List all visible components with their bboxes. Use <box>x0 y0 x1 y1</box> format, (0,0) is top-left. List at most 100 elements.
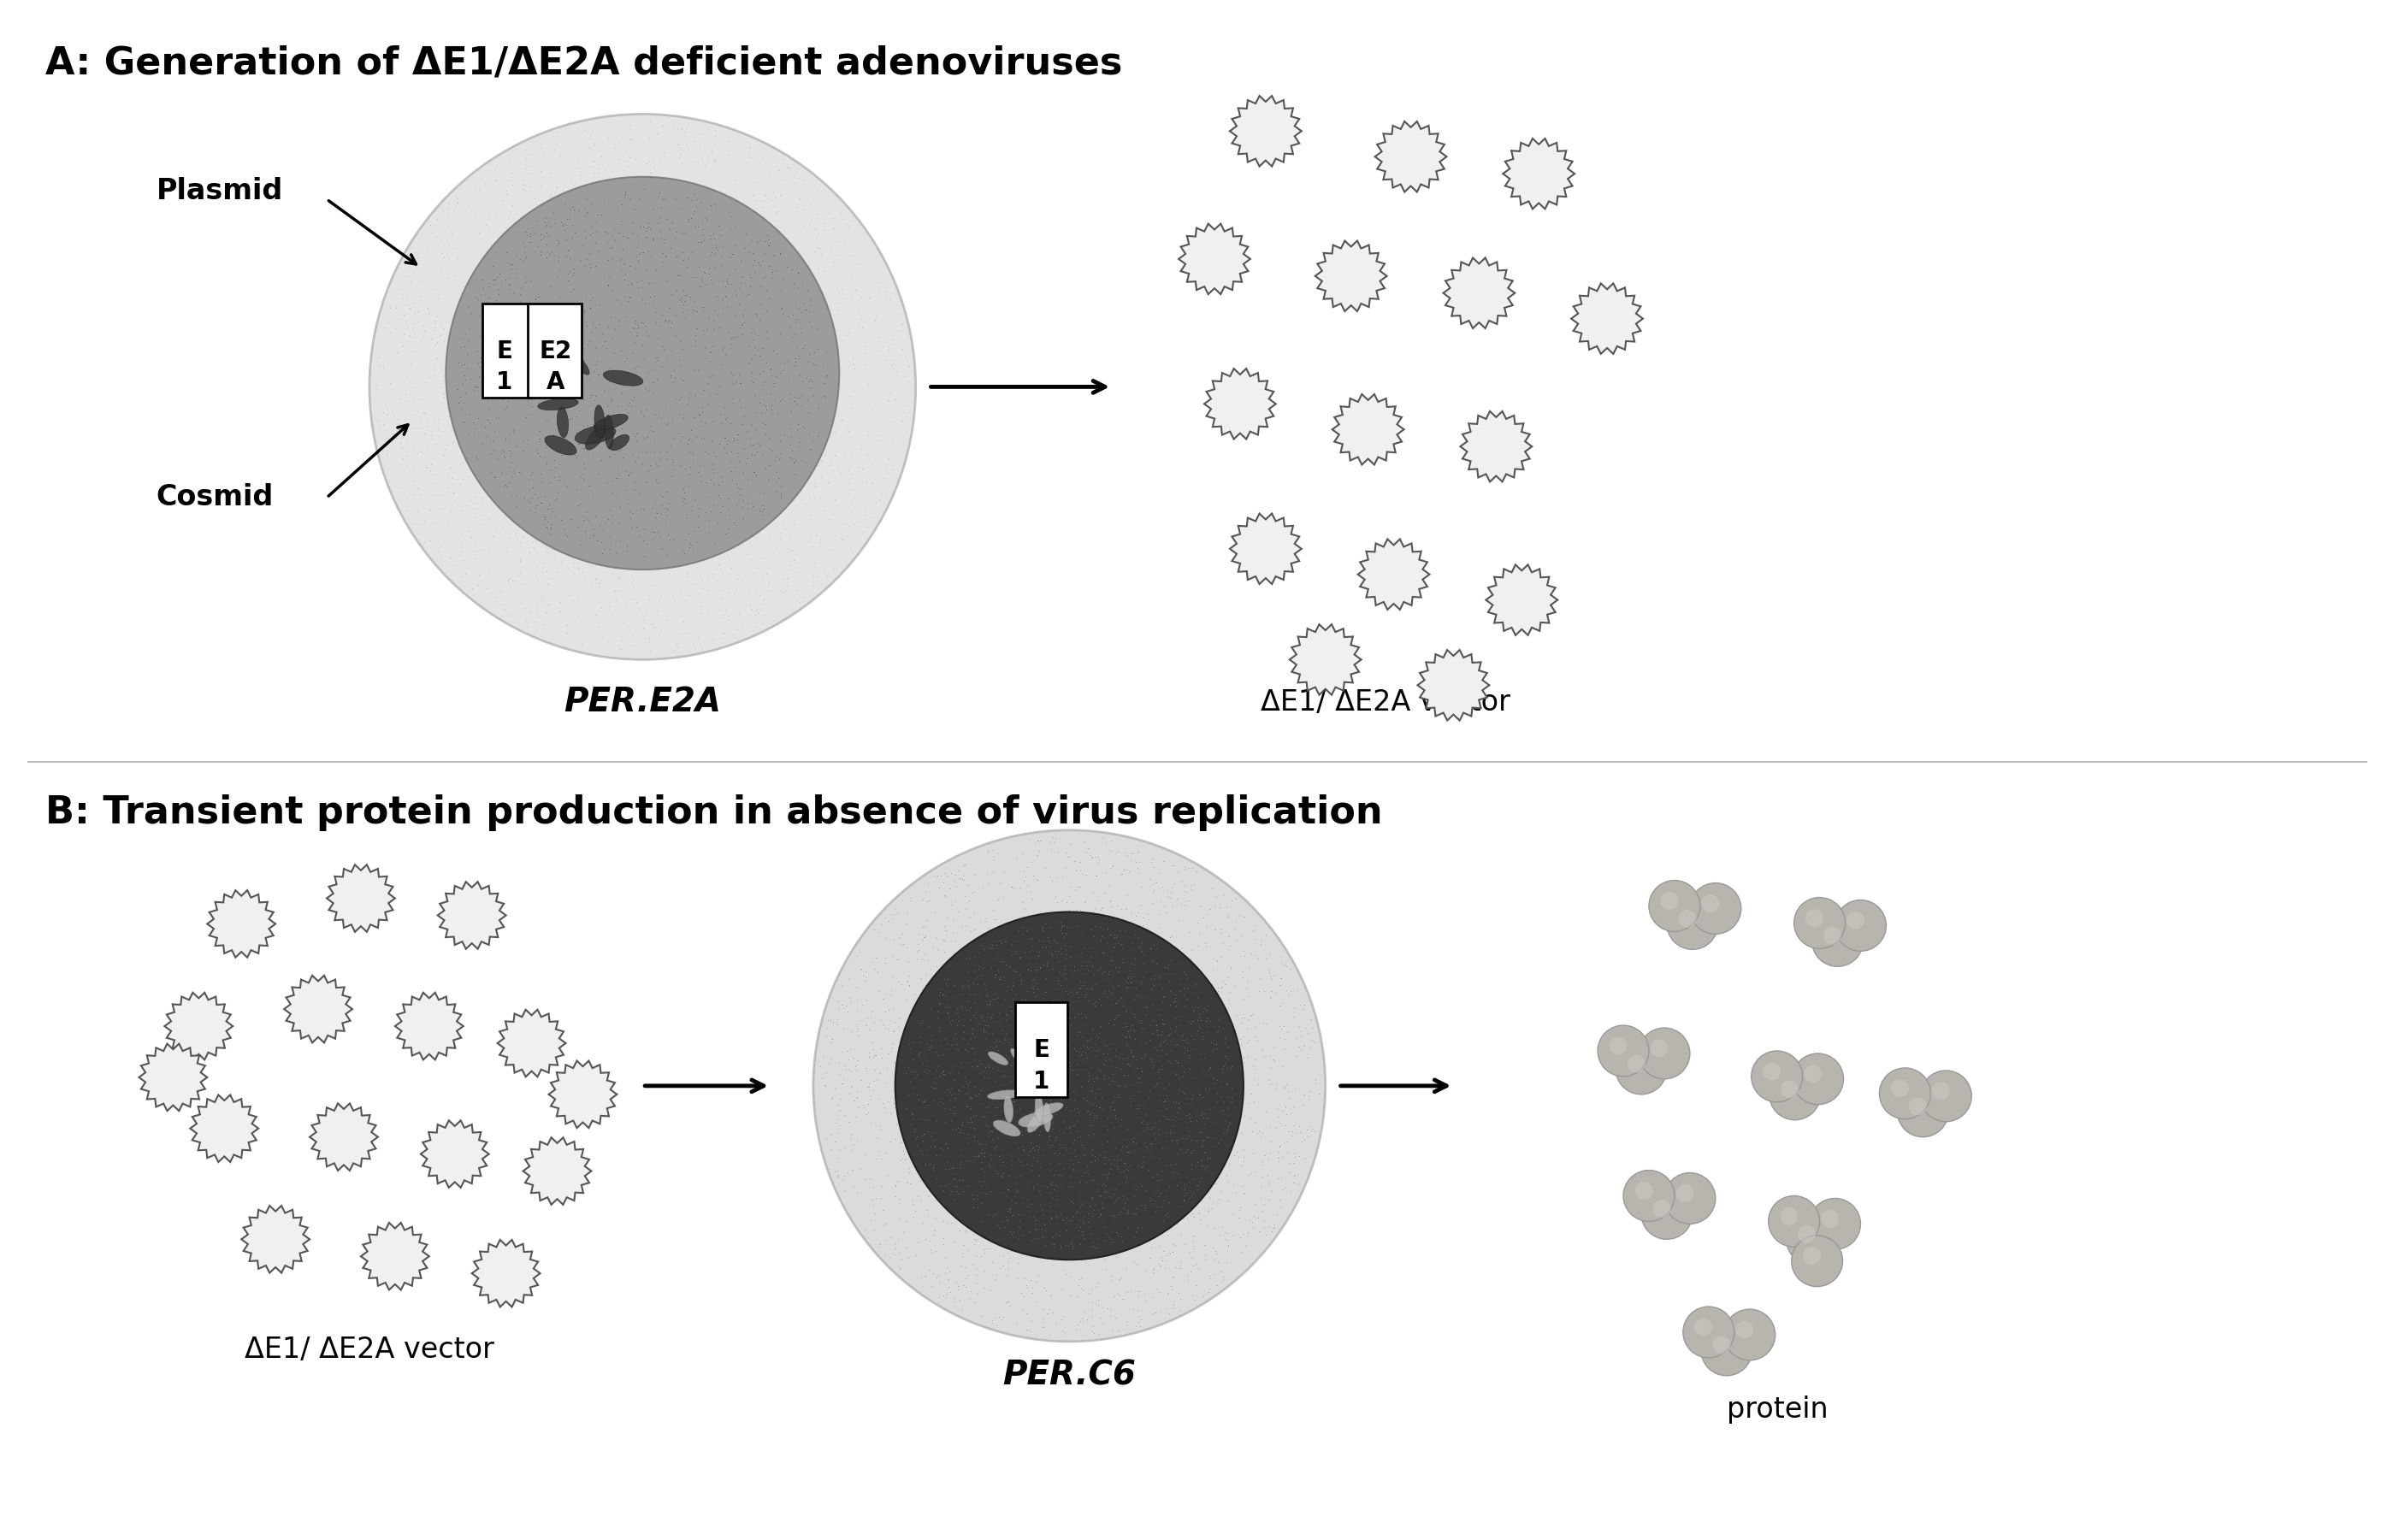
Point <box>660 140 698 165</box>
Point <box>1077 942 1116 967</box>
Point <box>1089 1297 1128 1321</box>
Point <box>950 975 988 999</box>
Point <box>691 508 729 533</box>
Point <box>804 554 842 579</box>
Point <box>969 1055 1008 1080</box>
Polygon shape <box>360 1223 429 1291</box>
Point <box>1051 979 1089 1004</box>
Point <box>1204 1053 1243 1078</box>
Point <box>938 964 976 989</box>
Point <box>945 1090 984 1115</box>
Point <box>713 439 751 464</box>
Point <box>513 231 552 256</box>
Point <box>729 291 768 316</box>
Point <box>641 145 679 169</box>
Point <box>653 337 691 362</box>
Point <box>993 981 1032 1006</box>
Point <box>590 183 629 208</box>
Point <box>801 448 840 473</box>
Point <box>1106 1024 1144 1049</box>
Point <box>931 1107 969 1132</box>
Point <box>1190 1076 1228 1101</box>
Point <box>1223 1049 1262 1073</box>
Point <box>583 541 621 565</box>
Point <box>916 1098 955 1123</box>
Point <box>852 1083 890 1107</box>
Point <box>509 179 547 203</box>
Point <box>780 436 818 460</box>
Point <box>468 396 506 420</box>
Point <box>393 447 432 471</box>
Point <box>458 396 497 420</box>
Point <box>952 1183 991 1207</box>
Point <box>835 1053 873 1078</box>
Point <box>1137 1012 1176 1036</box>
Point <box>602 424 641 448</box>
Point <box>453 431 492 456</box>
Point <box>744 209 782 234</box>
Point <box>1211 1018 1250 1043</box>
Point <box>665 263 703 288</box>
Point <box>590 497 629 522</box>
Point <box>1048 1090 1087 1115</box>
Point <box>991 1098 1029 1123</box>
Point <box>1152 962 1190 987</box>
Point <box>741 308 780 333</box>
Point <box>1041 906 1080 930</box>
Point <box>880 1147 919 1172</box>
Point <box>1113 952 1152 976</box>
Point <box>463 431 501 456</box>
Point <box>787 519 825 544</box>
Point <box>1116 1224 1154 1249</box>
Point <box>1060 1187 1099 1212</box>
Point <box>972 1278 1010 1303</box>
Point <box>1032 1086 1070 1110</box>
Point <box>1116 1004 1154 1029</box>
Point <box>1108 1215 1147 1240</box>
Point <box>1084 1066 1123 1090</box>
Point <box>1041 1224 1080 1249</box>
Point <box>595 189 633 214</box>
Point <box>1065 984 1104 1009</box>
Point <box>727 311 765 336</box>
Point <box>446 393 485 417</box>
Point <box>1058 981 1096 1006</box>
Point <box>1068 1243 1106 1267</box>
Point <box>521 419 559 444</box>
Point <box>681 266 720 291</box>
Point <box>1075 1234 1113 1258</box>
Point <box>763 581 801 605</box>
Point <box>425 363 463 388</box>
Point <box>859 422 897 447</box>
Point <box>569 200 607 225</box>
Point <box>667 171 705 196</box>
Point <box>964 1104 1003 1129</box>
Point <box>669 621 708 645</box>
Point <box>948 1030 986 1055</box>
Point <box>847 1143 885 1167</box>
Point <box>559 431 597 456</box>
Point <box>693 625 732 650</box>
Point <box>722 240 760 265</box>
Point <box>1173 1013 1211 1038</box>
Point <box>964 1169 1003 1194</box>
Point <box>962 933 1000 958</box>
Point <box>679 356 717 380</box>
Point <box>976 1083 1015 1107</box>
Point <box>818 1107 856 1132</box>
Point <box>585 192 624 217</box>
Point <box>1161 1254 1200 1278</box>
Point <box>475 268 513 293</box>
Point <box>1003 1063 1041 1087</box>
Point <box>1149 1083 1188 1107</box>
Point <box>1250 1141 1288 1166</box>
Point <box>1190 1049 1228 1073</box>
Point <box>940 1118 979 1143</box>
Point <box>530 593 569 618</box>
Point <box>777 159 816 183</box>
Point <box>1024 1009 1063 1033</box>
Point <box>681 450 720 474</box>
Point <box>1087 861 1125 886</box>
Point <box>679 504 717 528</box>
Point <box>497 265 535 290</box>
